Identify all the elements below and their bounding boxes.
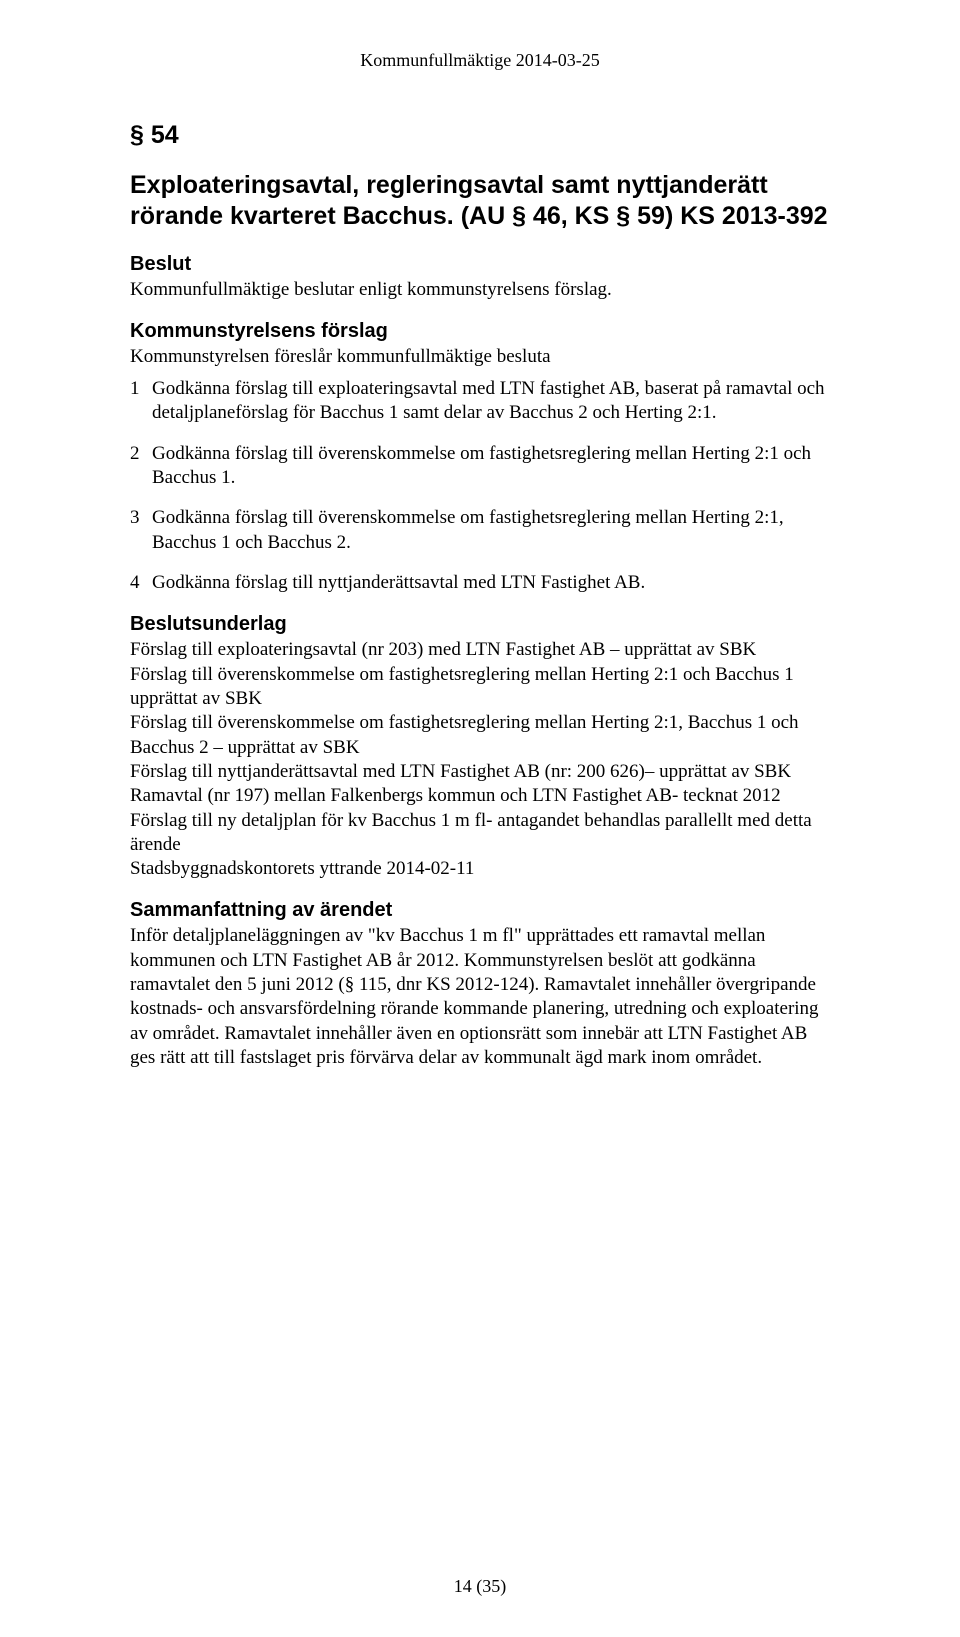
list-body: Godkänna förslag till överenskommelse om…	[152, 506, 830, 555]
page-title: Exploateringsavtal, regleringsavtal samt…	[130, 170, 830, 233]
underlag-line: Stadsbyggnadskontorets yttrande 2014-02-…	[130, 857, 830, 881]
underlag-line: Förslag till nyttjanderättsavtal med LTN…	[130, 760, 830, 784]
list-body: Godkänna förslag till överenskommelse om…	[152, 442, 830, 491]
underlag-block: Förslag till exploateringsavtal (nr 203)…	[130, 638, 830, 881]
list-body: Godkänna förslag till exploateringsavtal…	[152, 377, 830, 426]
section-number: § 54	[130, 121, 830, 150]
underlag-line: Förslag till överenskommelse om fastighe…	[130, 711, 830, 760]
list-item: 3 Godkänna förslag till överenskommelse …	[130, 506, 830, 555]
sammanfattning-text: Inför detaljplaneläggningen av "kv Bacch…	[130, 924, 830, 1070]
list-number: 4	[130, 571, 152, 595]
heading-underlag: Beslutsunderlag	[130, 613, 830, 636]
document-page: Kommunfullmäktige 2014-03-25 § 54 Exploa…	[0, 0, 960, 1637]
list-number: 1	[130, 377, 152, 401]
ks-forslag-list: 1 Godkänna förslag till exploateringsavt…	[130, 377, 830, 595]
list-item: 1 Godkänna förslag till exploateringsavt…	[130, 377, 830, 426]
underlag-line: Ramavtal (nr 197) mellan Falkenbergs kom…	[130, 784, 830, 808]
list-number: 3	[130, 506, 152, 530]
list-body: Godkänna förslag till nyttjanderättsavta…	[152, 571, 830, 595]
heading-sammanfattning: Sammanfattning av ärendet	[130, 899, 830, 922]
underlag-line: Förslag till överenskommelse om fastighe…	[130, 663, 830, 712]
underlag-line: Förslag till exploateringsavtal (nr 203)…	[130, 638, 830, 662]
heading-ks-forslag: Kommunstyrelsens förslag	[130, 320, 830, 343]
list-number: 2	[130, 442, 152, 466]
list-item: 2 Godkänna förslag till överenskommelse …	[130, 442, 830, 491]
heading-beslut: Beslut	[130, 253, 830, 276]
beslut-text: Kommunfullmäktige beslutar enligt kommun…	[130, 278, 830, 302]
list-item: 4 Godkänna förslag till nyttjanderättsav…	[130, 571, 830, 595]
ks-forslag-lead: Kommunstyrelsen föreslår kommunfullmäkti…	[130, 345, 830, 369]
underlag-line: Förslag till ny detaljplan för kv Bacchu…	[130, 809, 830, 858]
page-number: 14 (35)	[0, 1576, 960, 1597]
running-header: Kommunfullmäktige 2014-03-25	[130, 50, 830, 71]
